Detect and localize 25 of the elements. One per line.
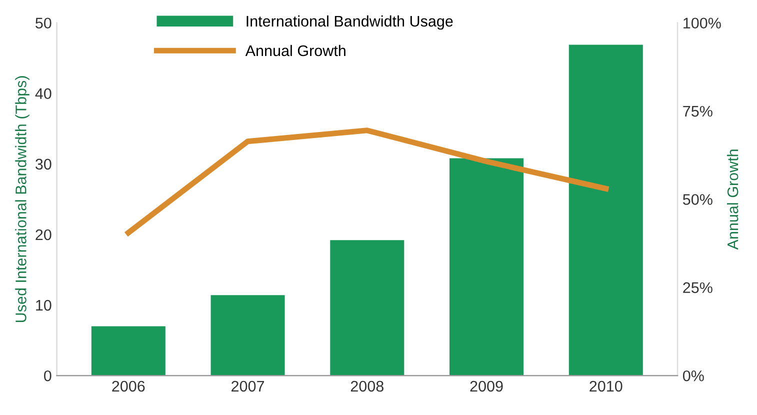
bar <box>330 240 404 376</box>
x-tick-label: 2008 <box>350 380 384 392</box>
y2-axis-title: Annual Growth <box>727 150 738 250</box>
y-tick-label: 30 <box>36 158 52 170</box>
y-tick-label: 0 <box>44 370 52 382</box>
legend-label: International Bandwidth Usage <box>246 15 453 30</box>
x-tick-label: 2007 <box>232 380 264 392</box>
x-tick-label: 2010 <box>590 380 622 392</box>
x-tick-label: 2006 <box>112 380 145 392</box>
bar <box>568 44 643 376</box>
y2-tick-label: 75% <box>683 106 712 117</box>
y2-tick-label: 50% <box>682 194 712 205</box>
y-tick-label: 10 <box>36 300 52 311</box>
y-tick-label: 50 <box>36 18 52 29</box>
bar <box>91 326 166 376</box>
y2-tick-label: 100% <box>684 18 721 29</box>
y-tick-label: 20 <box>36 229 52 240</box>
bar <box>210 295 285 376</box>
y-tick-label: 40 <box>35 88 52 100</box>
y2-tick-label: 0% <box>682 370 704 382</box>
bar <box>450 158 524 376</box>
x-tick-label: 2009 <box>470 380 503 392</box>
legend-label: Annual Growth <box>245 44 346 56</box>
y-axis-title: Used International Bandwidth (Tbps) <box>15 76 30 322</box>
y2-tick-label: 25% <box>683 282 712 294</box>
